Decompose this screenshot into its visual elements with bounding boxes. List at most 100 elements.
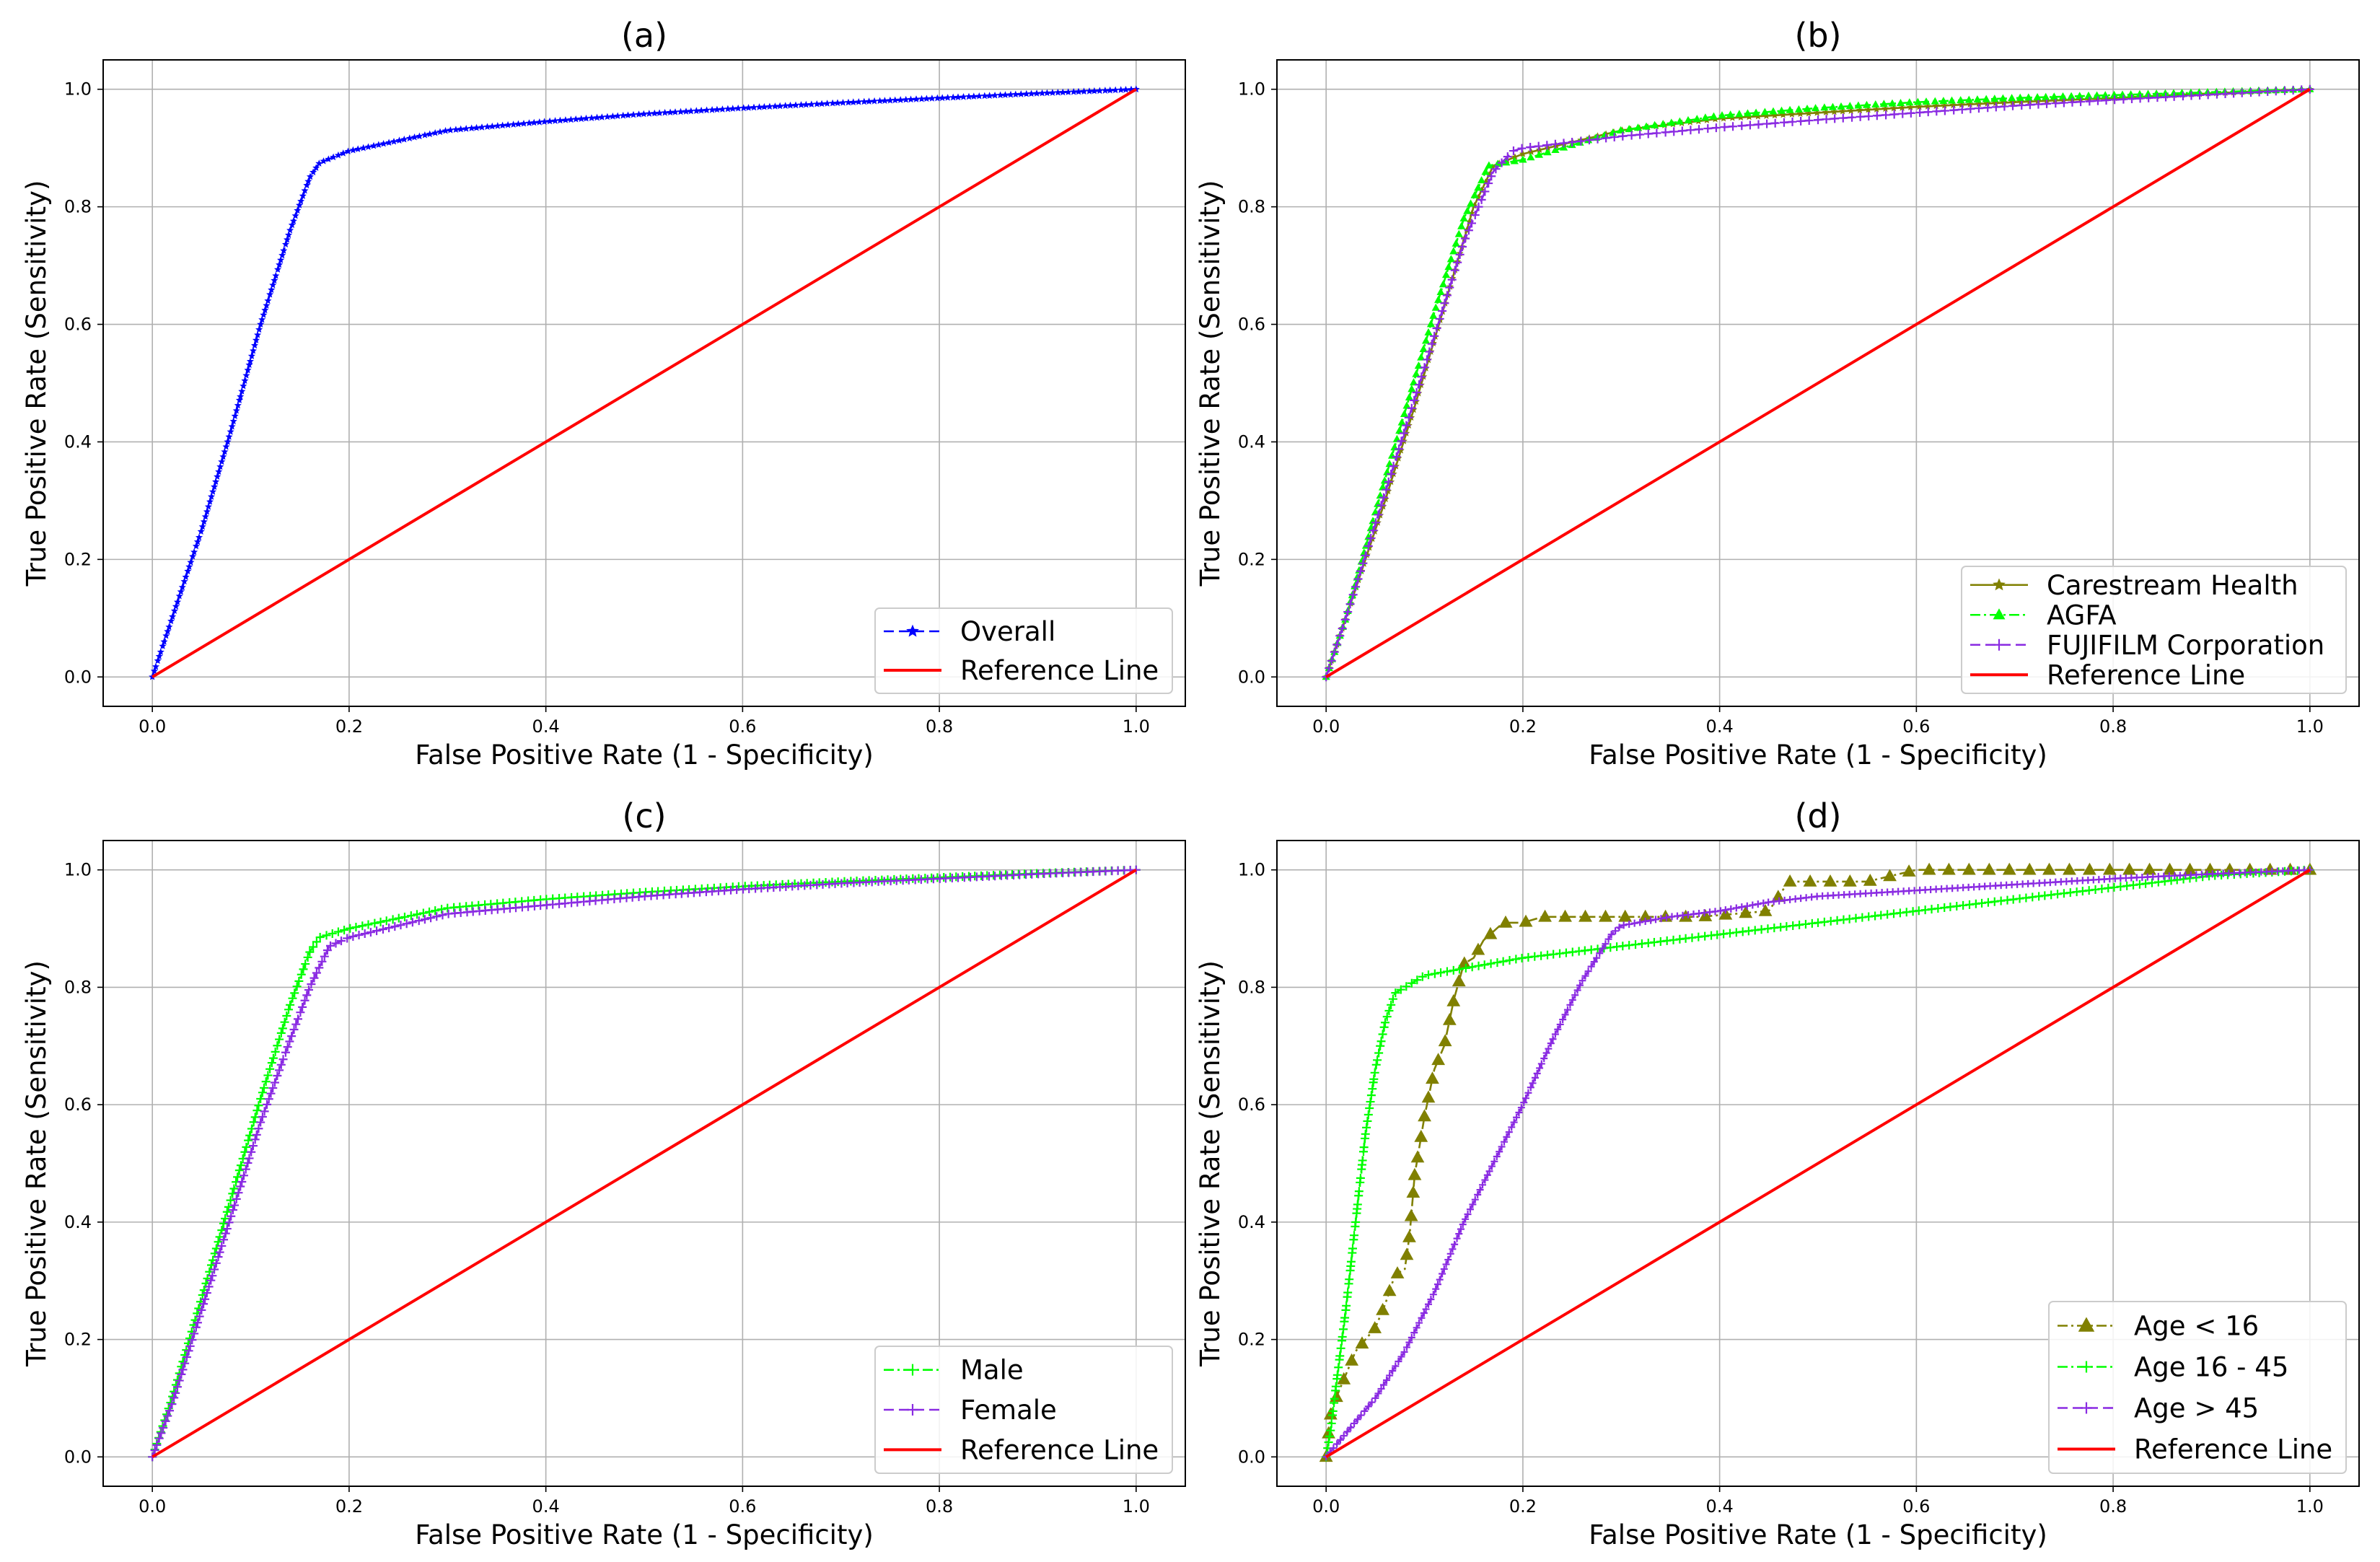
series-male-point — [364, 920, 373, 929]
y-tick-label: 0.0 — [64, 1447, 92, 1467]
series-overall-point — [519, 120, 528, 127]
panel-c: 0.0 0.0 0.2 0.2 0.4 0.4 0.6 0.6 0.8 0.8 1.0 1.0 (c) F… — [21, 797, 1186, 1550]
series-fujifilm-corporation-point — [2212, 89, 2221, 99]
x-tick-label: 0.6 — [729, 716, 756, 737]
panel-a: 0.0 0.0 0.2 0.2 0.4 0.4 0.6 0.6 0.8 0.8 1.0 1.0 (a) F… — [21, 16, 1186, 771]
series-age-16-45-point — [1387, 1000, 1396, 1009]
series-female-point — [227, 1211, 236, 1221]
series-age-45-point — [1427, 1295, 1435, 1303]
series-age-45-point — [1395, 1357, 1402, 1365]
series-fujifilm-corporation-point — [2263, 87, 2273, 96]
series-age-16-point — [1902, 864, 1916, 877]
series-overall-point — [247, 352, 255, 359]
series-fujifilm-corporation-point — [1915, 108, 1925, 117]
series-female-point — [250, 1135, 260, 1144]
series-overall-point — [682, 108, 690, 115]
series-female-point — [366, 928, 375, 937]
legend-marker — [1993, 578, 2006, 591]
series-overall-point — [207, 493, 216, 500]
series-agfa-point — [1459, 214, 1468, 221]
series-age-45-point — [1340, 1432, 1348, 1440]
series-overall-point — [297, 197, 305, 205]
series-agfa-point — [1477, 176, 1486, 184]
series-age-45-point — [1503, 1133, 1511, 1141]
series-age-16-45-point — [1331, 1382, 1340, 1391]
series-age-16-45-point — [1330, 1394, 1339, 1403]
series-agfa-point — [1429, 311, 1438, 319]
series-age-45-point — [1630, 919, 1638, 927]
series-female-point — [191, 1322, 201, 1332]
series-overall-point — [235, 396, 243, 403]
series-fujifilm-corporation-point — [1796, 116, 1806, 126]
series-agfa-point — [1397, 418, 1406, 426]
series-overall-point — [891, 96, 899, 104]
series-fujifilm-corporation-point — [1379, 493, 1388, 502]
series-female-point — [217, 1241, 227, 1250]
series-age-45-point — [1496, 1148, 1503, 1156]
series-carestream-health-point — [1804, 109, 1813, 117]
series-overall-point — [187, 558, 195, 566]
series-female-point — [432, 912, 442, 921]
series-agfa-point — [2076, 92, 2084, 100]
series-age-45-point — [1474, 1190, 1482, 1198]
series-age-45-point — [1545, 1045, 1553, 1053]
series-female-point — [402, 919, 411, 929]
series-agfa-point — [2042, 92, 2050, 100]
series-carestream-health-point — [1898, 103, 1906, 111]
series-female-point — [229, 1206, 237, 1215]
series-overall-point — [823, 100, 831, 107]
series-age-45-point — [1442, 1260, 1450, 1268]
series-fujifilm-corporation-point — [1550, 139, 1560, 149]
series-agfa-point — [1760, 108, 1769, 115]
series-overall-point — [724, 105, 732, 113]
series-agfa-point — [1463, 206, 1472, 214]
x-axis-label: False Positive Rate (1 - Specificity) — [1589, 1519, 2047, 1550]
series-overall-point — [212, 478, 220, 485]
series-overall-point — [1059, 88, 1067, 96]
series-age-45-point — [1652, 916, 1659, 923]
series-fujifilm-corporation-point — [1480, 187, 1490, 196]
series-female-point — [426, 913, 436, 923]
series-female-point — [326, 941, 335, 950]
series-female-point — [248, 1141, 258, 1151]
series-male-point — [222, 1207, 232, 1216]
series-age-16-45-point — [1413, 975, 1422, 985]
series-reference-line-line — [1325, 88, 2311, 678]
series-age-45-point — [1636, 918, 1644, 926]
series-fujifilm-corporation-point — [1848, 113, 1857, 122]
series-female-point — [307, 980, 316, 989]
series-overall-point — [157, 648, 164, 655]
series-age-45-point — [1455, 1230, 1463, 1238]
series-overall-point — [1027, 89, 1035, 97]
series-agfa-point — [1871, 100, 1880, 108]
series-overall-point — [677, 108, 685, 115]
series-overall-point — [765, 102, 773, 110]
series-age-16-45-point — [1339, 1325, 1348, 1334]
x-tick-label: 0.4 — [532, 716, 560, 737]
series-age-45-point — [1464, 1211, 1472, 1219]
series-male-point — [297, 970, 306, 979]
series-age-16-45-point — [1498, 957, 1508, 966]
series-age-45-point — [1415, 1319, 1423, 1327]
series-age-45-point — [1505, 1128, 1513, 1136]
panel-title: (b) — [1794, 16, 1841, 55]
series-agfa — [1322, 84, 2314, 680]
series-overall-point — [755, 103, 763, 110]
series-age-45-point — [1405, 1338, 1413, 1346]
series-overall-point — [1101, 87, 1109, 94]
series-fujifilm-corporation-point — [1627, 131, 1636, 140]
series-age-45-point — [1410, 1329, 1418, 1337]
y-axis-label: True Positive Rate (Sensitivity) — [21, 960, 52, 1367]
series-agfa-point — [1457, 221, 1466, 229]
series-overall-point — [786, 101, 794, 109]
series-male-point — [406, 911, 416, 921]
series-fujifilm-corporation-point — [1923, 108, 1933, 117]
y-tick-label: 0.6 — [1238, 1094, 1265, 1115]
series-female-point — [264, 1094, 273, 1104]
series-fujifilm-corporation-point — [2237, 88, 2247, 97]
series-age-45-point — [1469, 1201, 1477, 1208]
series-overall-point — [791, 101, 800, 109]
series-age-45-point — [1612, 927, 1620, 935]
series-female-point — [188, 1335, 197, 1345]
series-agfa-point — [1481, 167, 1490, 175]
